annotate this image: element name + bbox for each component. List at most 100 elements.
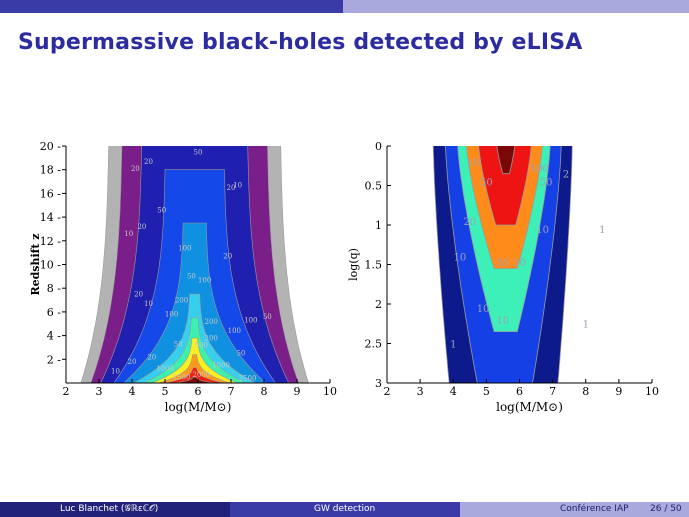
left-contours bbox=[80, 146, 309, 383]
footer-topic-box: GW detection bbox=[230, 502, 460, 517]
left-contour-label: 200 bbox=[205, 334, 218, 342]
right-y-tick-label: 1 bbox=[375, 219, 382, 232]
left-contour-label: 2500 bbox=[239, 375, 257, 383]
right-contour-label: 10 bbox=[467, 158, 480, 169]
right-contour-label: 10 bbox=[454, 253, 467, 264]
left-y-tick-label: 4 - bbox=[47, 330, 61, 343]
right-x-tick-label: 6 bbox=[516, 385, 523, 398]
left-contour-band bbox=[164, 367, 225, 383]
left-y-tick-label: 20 - bbox=[40, 140, 61, 153]
left-contour-band bbox=[173, 376, 217, 383]
right-y-tick-label: 0.5 bbox=[365, 180, 383, 193]
left-contour-label: 50 bbox=[263, 313, 272, 321]
left-contour-label: 20 bbox=[144, 158, 153, 166]
slide-title: Supermassive black-holes detected by eLI… bbox=[18, 30, 583, 55]
right-y-axis-label: log(q) bbox=[347, 248, 360, 281]
left-x-tick-label: 6 bbox=[195, 385, 202, 398]
left-contour-label: 100 bbox=[165, 311, 178, 319]
right-contour-label: 2 bbox=[563, 170, 569, 181]
left-contour-label: 1000 bbox=[212, 362, 230, 370]
footer-page: 26 / 50 bbox=[650, 504, 682, 514]
left-contour-label: 1000 bbox=[156, 365, 174, 373]
right-x-tick-label: 3 bbox=[417, 385, 424, 398]
left-contour-label: 10 bbox=[124, 230, 133, 238]
header-bar-left bbox=[0, 0, 343, 13]
left-x-tick-label: 8 bbox=[261, 385, 268, 398]
right-y-tick-label: 2.5 bbox=[365, 338, 383, 351]
footer-author-box: Luc Blanchet (𝒢ℝεℂ𝒪) bbox=[0, 502, 230, 517]
right-x-tick-label: 9 bbox=[615, 385, 622, 398]
left-contour-label: 100 bbox=[244, 317, 257, 325]
left-y-tick-label: 16 - bbox=[40, 187, 61, 200]
right-contour-label: 1 bbox=[599, 225, 605, 236]
left-y-tick-label: 6 - bbox=[47, 306, 61, 319]
footer-event-box: Conférence IAP 26 / 50 bbox=[460, 502, 689, 517]
left-x-tick-label: 4 bbox=[129, 385, 136, 398]
right-x-tick-label: 10 bbox=[645, 385, 659, 398]
left-contour-label: 20 bbox=[223, 253, 232, 261]
left-x-tick-label: 10 bbox=[323, 385, 337, 398]
right-contours bbox=[432, 146, 573, 383]
header-bar-right bbox=[343, 0, 689, 13]
left-x-tick-label: 7 bbox=[228, 385, 235, 398]
left-contour-label: 2000 bbox=[192, 371, 210, 379]
footer-author: Luc Blanchet (𝒢ℝεℂ𝒪) bbox=[60, 504, 159, 514]
right-contour-label: 50 bbox=[497, 258, 510, 269]
right-contour-label: 10 bbox=[477, 304, 490, 315]
right-x-tick-label: 5 bbox=[483, 385, 490, 398]
left-contour-label: 10 bbox=[233, 181, 242, 189]
left-contour-label: 20 bbox=[134, 290, 143, 298]
right-contour-label: 100 bbox=[530, 164, 549, 175]
right-x-axis-label: log(M/M⊙) bbox=[496, 400, 563, 414]
left-x-tick-label: 2 bbox=[63, 385, 70, 398]
left-y-axis-label: Redshift z bbox=[29, 233, 42, 295]
left-y-tick-label: 10 - bbox=[40, 259, 61, 272]
footer-event: Conférence IAP bbox=[560, 504, 629, 514]
right-contour-label: 10 bbox=[497, 316, 510, 327]
right-contour-label: 20 bbox=[513, 258, 526, 269]
left-contour-label: 20 bbox=[227, 184, 236, 192]
right-contour-label: 1 bbox=[583, 320, 589, 331]
right-x-tick-label: 8 bbox=[582, 385, 589, 398]
right-contour-label: 1 bbox=[450, 339, 456, 350]
left-contour-label: 20 bbox=[131, 165, 140, 173]
left-y-tick-label: 8 - bbox=[47, 282, 61, 295]
left-contour-label: 500 bbox=[195, 341, 208, 349]
right-contour-label: 10 bbox=[536, 225, 549, 236]
left-contour-label: 200 bbox=[175, 296, 188, 304]
right-y-tick-label: 1.5 bbox=[365, 259, 383, 272]
left-x-tick-label: 5 bbox=[162, 385, 169, 398]
left-contour-label: 100 bbox=[178, 244, 191, 252]
right-y-tick-label: 0 bbox=[375, 140, 382, 153]
left-contour-label: 20 bbox=[137, 223, 146, 231]
right-contour-label: 50 bbox=[480, 178, 493, 189]
left-contour-label: 50 bbox=[174, 340, 183, 348]
slide-footer: Luc Blanchet (𝒢ℝεℂ𝒪) GW detection Confér… bbox=[0, 502, 689, 517]
left-y-tick-label: 2 - bbox=[47, 353, 61, 366]
right-contour-label: 20 bbox=[463, 217, 476, 228]
right-contour-label: 50 bbox=[540, 178, 553, 189]
slide-header-bar bbox=[0, 0, 689, 13]
left-y-tick-label: 18 - bbox=[40, 164, 61, 177]
left-contour-label: 100 bbox=[198, 276, 211, 284]
left-contour-label: 20 bbox=[128, 358, 137, 366]
left-contour-label: 2500 bbox=[173, 373, 191, 381]
right-contour-band bbox=[496, 146, 516, 175]
right-y-tick-label: 3 bbox=[375, 377, 382, 390]
left-contour-label: 200 bbox=[205, 318, 218, 326]
left-y-tick-label: 14 - bbox=[40, 211, 61, 224]
right-contour-band bbox=[478, 146, 532, 226]
left-contour-label: 50 bbox=[236, 350, 245, 358]
left-contour-label: 20 bbox=[147, 353, 156, 361]
footer-topic: GW detection bbox=[314, 504, 376, 514]
right-x-tick-label: 7 bbox=[549, 385, 556, 398]
left-contour-label: 50 bbox=[194, 148, 203, 156]
left-contour-label: 50 bbox=[187, 273, 196, 281]
left-x-axis-label: log(M/M⊙) bbox=[165, 400, 232, 414]
left-x-tick-label: 9 bbox=[294, 385, 301, 398]
left-contour-label: 10 bbox=[111, 368, 120, 376]
right-x-tick-label: 4 bbox=[450, 385, 457, 398]
